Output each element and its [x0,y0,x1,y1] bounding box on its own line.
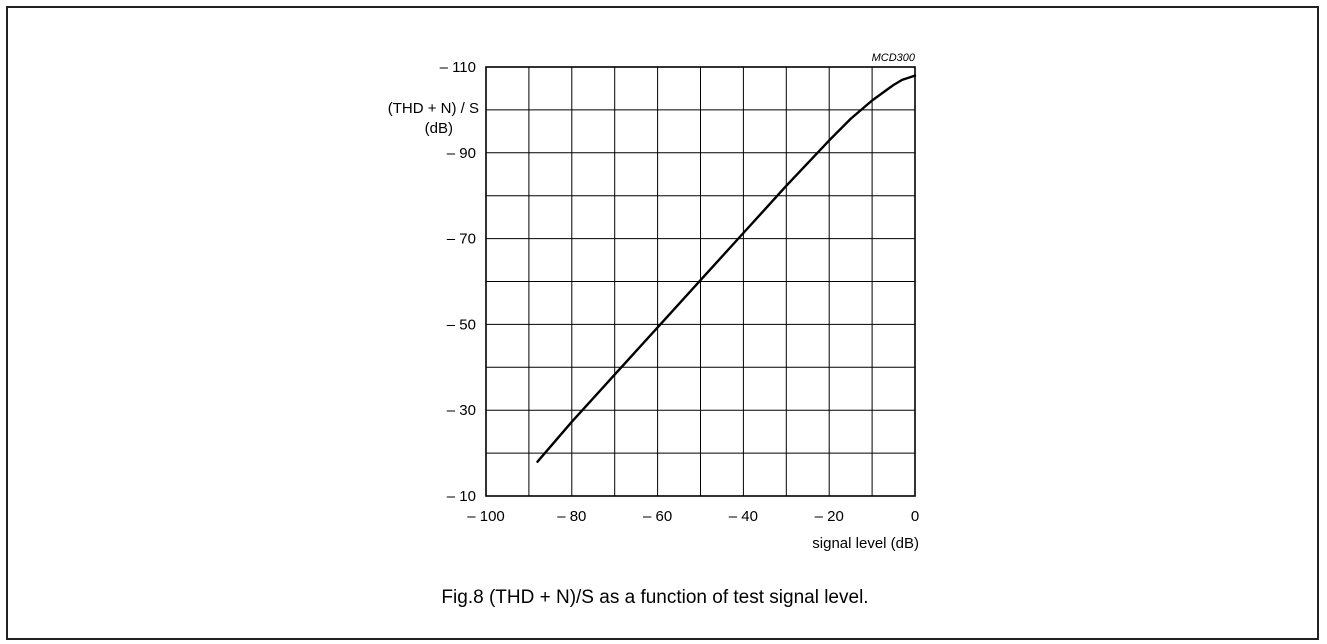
y-axis-label: (THD + N) / S [388,100,479,117]
y-tick-label: – 90 [447,145,476,162]
x-axis: – 100 – 80 – 60 – 40 – 20 0 [467,508,919,525]
figure-code: MCD300 [872,52,916,64]
series-line [536,74,917,463]
figure-frame [6,6,1319,640]
figure-caption: Fig.8 (THD + N)/S as a function of test … [441,587,868,608]
y-tick-label: – 70 [447,231,476,248]
x-tick-label: – 20 [815,508,844,525]
y-tick-label: – 30 [447,402,476,419]
y-tick-label: – 110 [440,59,476,76]
x-tick-label: – 60 [643,508,672,525]
x-tick-label: 0 [911,508,919,525]
x-tick-label: – 40 [729,508,758,525]
x-axis-label: signal level (dB) [812,535,919,552]
plot-area [485,66,916,497]
x-tick-label: – 100 [467,508,505,525]
y-tick-label: – 10 [447,488,476,505]
y-tick-label: – 50 [447,316,476,333]
y-axis-unit-label: (dB) [425,120,453,137]
series-layer [536,74,917,463]
x-tick-label: – 80 [557,508,586,525]
y-axis: – 10 – 30 – 50 – 70 – 90 – 110 [440,59,476,505]
